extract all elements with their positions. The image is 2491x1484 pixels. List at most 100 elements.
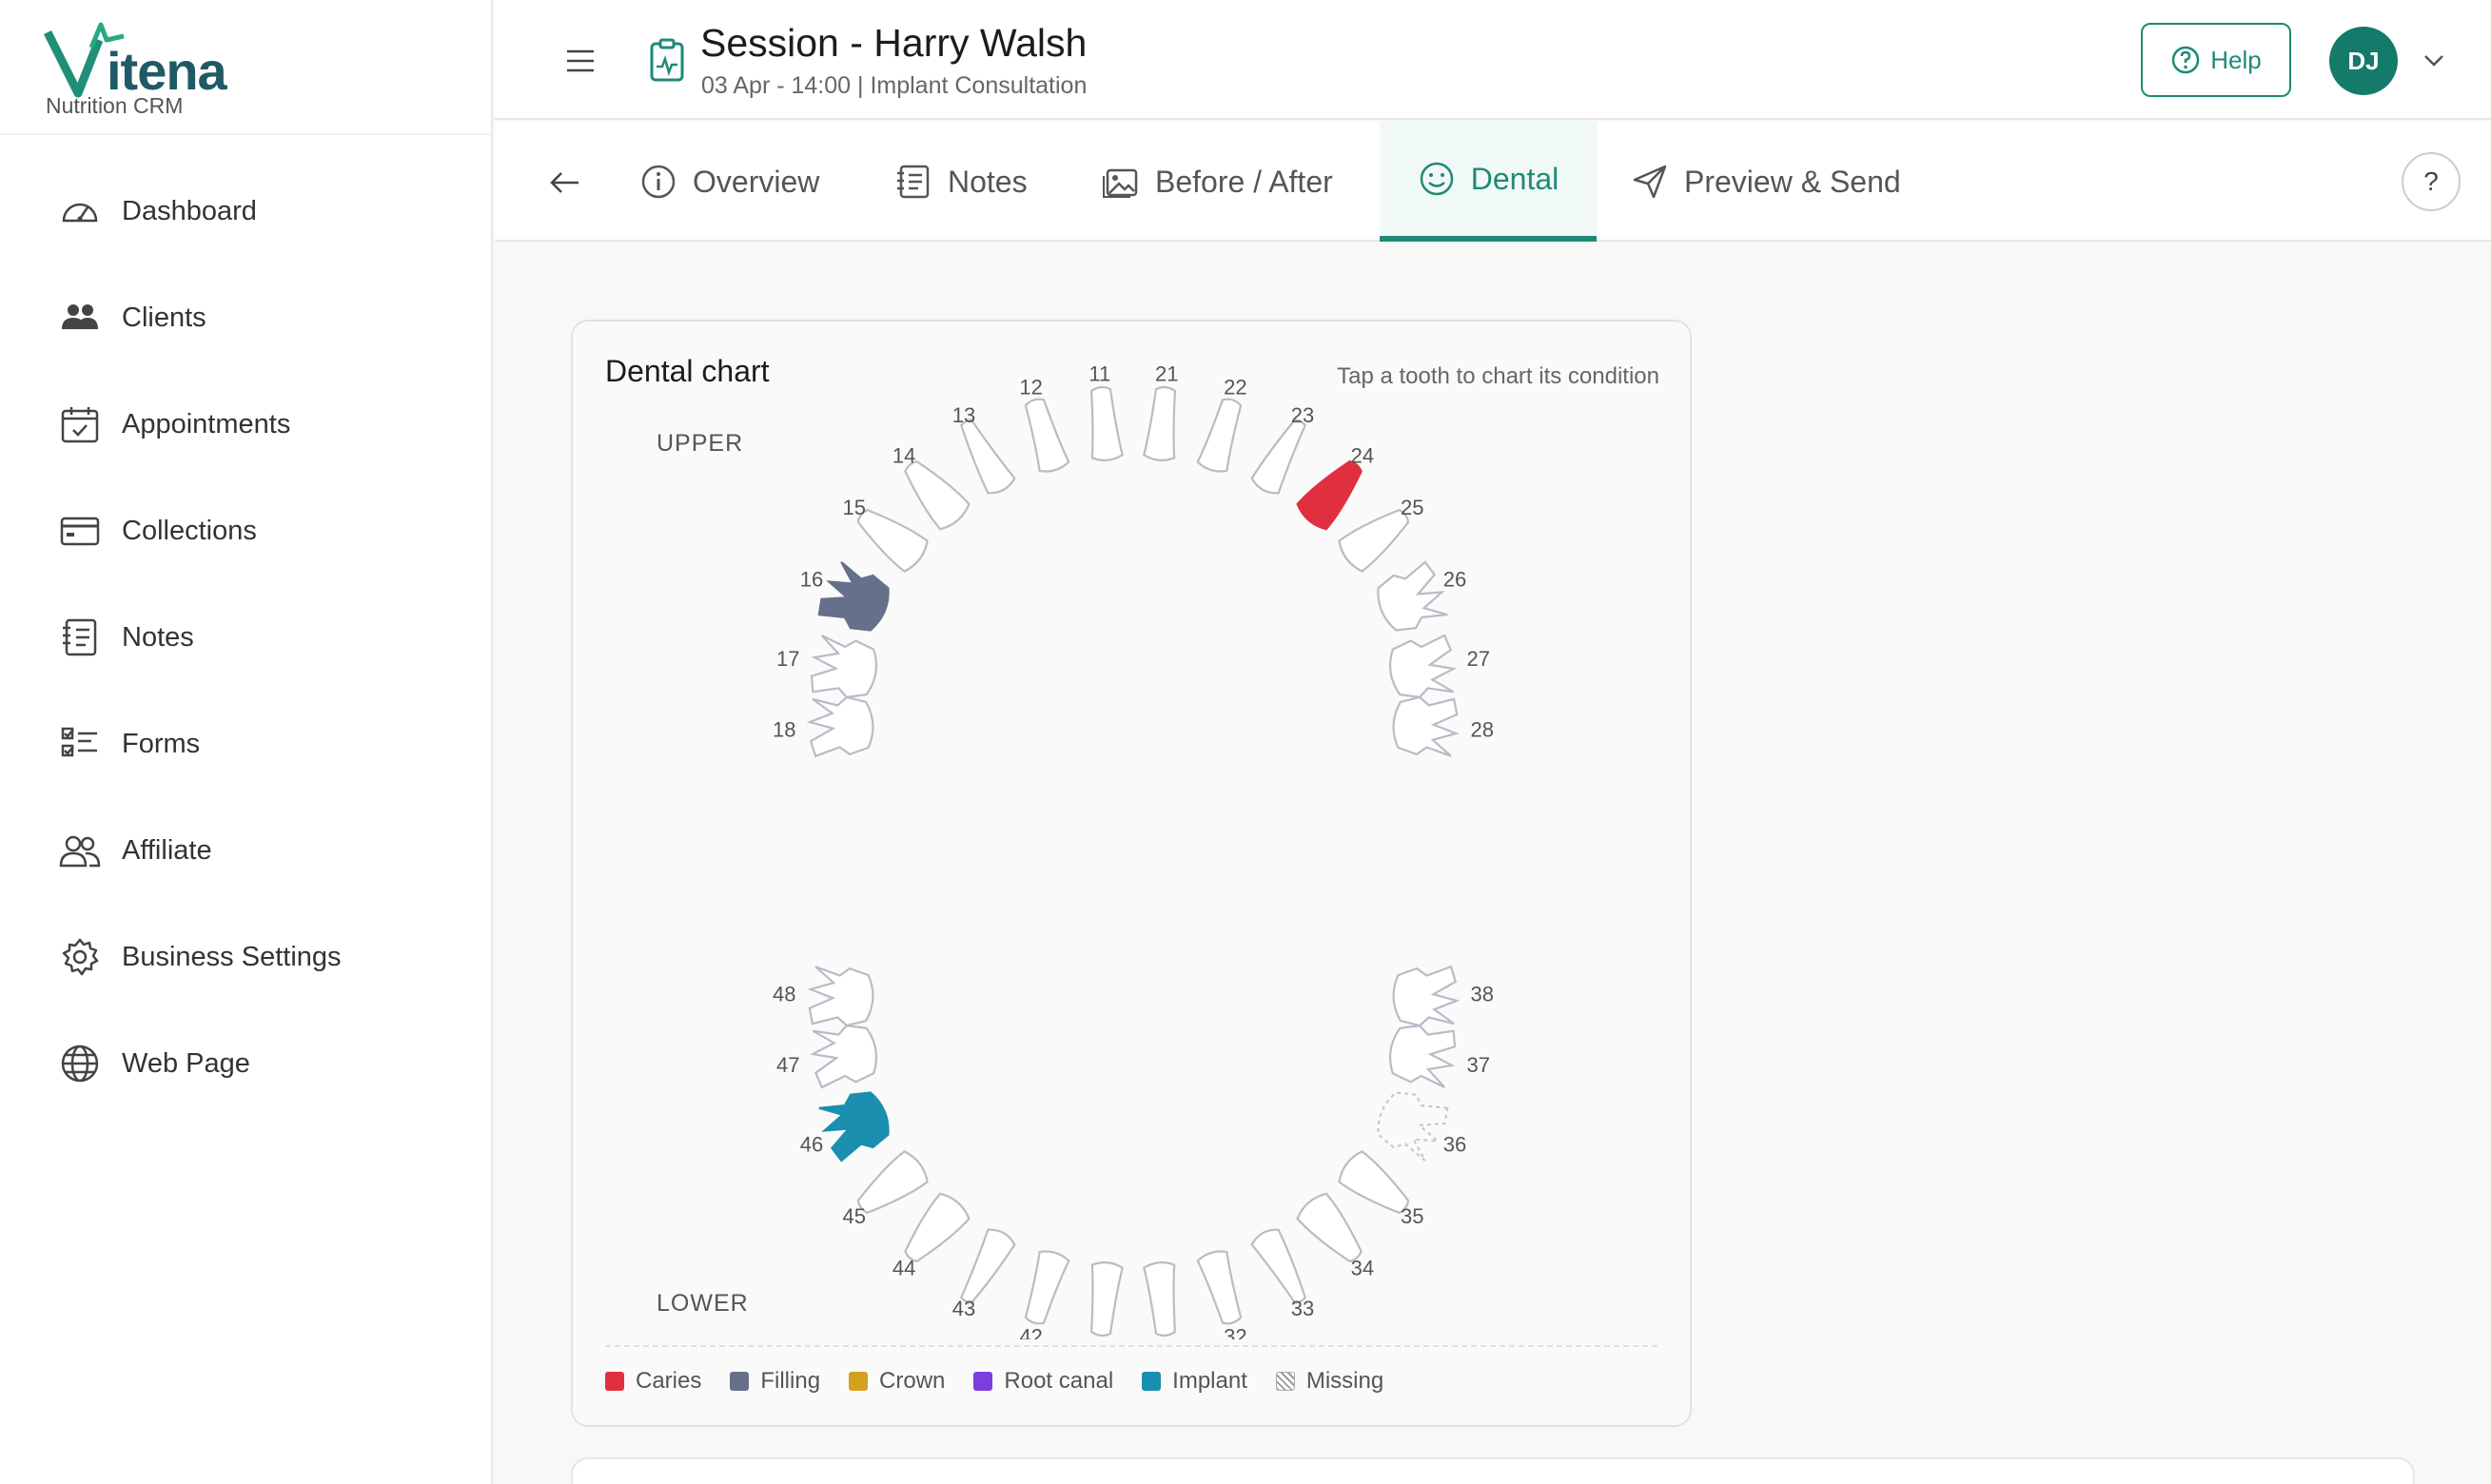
tooth-35[interactable] [1335,1148,1417,1222]
back-arrow-icon[interactable] [546,164,584,202]
tooth-33[interactable] [1249,1225,1314,1308]
tooth-34[interactable] [1294,1190,1371,1270]
avatar[interactable]: DJ [2329,27,2398,95]
users-icon [62,304,98,329]
chevron-down-icon[interactable] [2421,48,2447,74]
tooth-shape [959,1228,1016,1305]
sidebar-item-label: Web Page [122,1047,250,1079]
tooth-shape [904,1192,971,1263]
tooth-31[interactable] [1143,1261,1181,1338]
tooth-21[interactable] [1143,385,1181,462]
tooth-number: 35 [1401,1204,1423,1228]
sidebar-item-forms[interactable]: Forms [0,691,491,797]
tooth-number: 43 [952,1297,975,1320]
tooth-shape [806,695,874,758]
tooth-number: 28 [1470,718,1493,742]
tooth-25[interactable] [1335,499,1417,574]
tooth-24[interactable] [1294,453,1371,533]
tooth-14[interactable] [895,453,972,533]
sidebar-item-label: Appointments [122,408,291,439]
legend-swatch [605,1372,624,1391]
tooth-number: 38 [1470,982,1493,1006]
tab-notes[interactable]: Notes [894,122,1028,242]
tooth-number: 37 [1466,1053,1489,1077]
tooth-36[interactable] [1371,1085,1451,1162]
tooth-number: 41 [1089,1338,1111,1339]
tooth-shape [1250,1228,1307,1305]
tooth-shape [856,508,929,573]
tooth-number: 46 [800,1133,823,1157]
tooth-26[interactable] [1371,560,1451,637]
sidebar-item-dashboard[interactable]: Dashboard [0,158,491,264]
sidebar-item-collections[interactable]: Collections [0,478,491,584]
sidebar-item-label: Forms [122,728,201,759]
tooth-number: 15 [842,496,865,519]
tab-dental[interactable]: Dental [1380,122,1597,242]
sidebar-item-affiliate[interactable]: Affiliate [0,797,491,904]
session-tabs: Overview Notes Before / After Dental Pre… [495,122,2491,242]
tooth-16[interactable] [815,560,895,637]
sidebar-item-notes[interactable]: Notes [0,584,491,691]
legend-swatch [973,1372,993,1391]
sidebar-item-business-settings[interactable]: Business Settings [0,904,491,1010]
tooth-17[interactable] [809,635,880,701]
tooth-shape [1296,459,1363,531]
tooth-38[interactable] [1392,965,1461,1027]
tooth-18[interactable] [806,695,874,758]
tooth-27[interactable] [1386,634,1458,701]
tab-preview-send[interactable]: Preview & Send [1631,122,1901,242]
brand-name: itena [107,41,227,101]
tooth-22[interactable] [1196,396,1247,475]
tooth-47[interactable] [809,1022,880,1089]
tooth-45[interactable] [850,1148,932,1222]
tooth-28[interactable] [1392,695,1460,757]
tooth-shape [959,418,1016,495]
tab-overview[interactable]: Overview [639,122,819,242]
tooth-42[interactable] [1019,1248,1070,1327]
tooth-23[interactable] [1249,414,1314,497]
tab-before-after[interactable]: Before / After [1102,122,1333,242]
tooth-12[interactable] [1019,396,1070,475]
tooth-15[interactable] [850,499,932,574]
legend-item-missing: Missing [1275,1368,1383,1395]
tooth-number: 16 [800,568,823,592]
tooth-shape [1250,418,1307,495]
tooth-shape [1089,385,1124,461]
card-icon [60,517,100,546]
sidebar-item-label: Dashboard [122,195,257,226]
tooth-number: 17 [776,647,799,671]
tooth-shape [904,459,971,531]
tooth-number: 21 [1155,362,1178,386]
sidebar-item-appointments[interactable]: Appointments [0,371,491,478]
sidebar-item-label: Collections [122,515,257,546]
smile-icon [1420,162,1453,196]
tooth-11[interactable] [1086,385,1124,462]
tooth-32[interactable] [1196,1248,1247,1327]
tooth-number: 26 [1443,568,1466,592]
tooth-shape [1024,398,1070,473]
tooth-43[interactable] [952,1225,1017,1308]
tooth-number: 25 [1401,496,1423,519]
brand-logo[interactable]: itena Nutrition CRM [0,0,491,135]
tooth-48[interactable] [807,966,874,1027]
tooth-44[interactable] [895,1190,972,1270]
tooth-number: 34 [1351,1256,1374,1279]
tooth-shape [810,635,877,699]
legend-item-caries: Caries [605,1368,701,1395]
tooth-number: 22 [1224,376,1246,400]
tooth-13[interactable] [952,414,1017,497]
help-question-button[interactable]: ? [2402,152,2461,211]
hamburger-menu-icon[interactable] [561,42,599,80]
tooth-41[interactable] [1086,1261,1124,1338]
tooth-number: 47 [776,1053,799,1077]
sidebar-item-clients[interactable]: Clients [0,264,491,371]
tooth-number: 27 [1466,647,1489,671]
tooth-37[interactable] [1386,1022,1458,1088]
help-button[interactable]: Help [2141,23,2291,97]
brand-subtitle: Nutrition CRM [46,93,184,118]
calendar-check-icon [61,407,99,443]
tooth-shape [1089,1261,1124,1338]
tooth-46[interactable] [815,1085,895,1162]
tab-label: Before / After [1155,164,1333,199]
sidebar-item-web-page[interactable]: Web Page [0,1010,491,1117]
